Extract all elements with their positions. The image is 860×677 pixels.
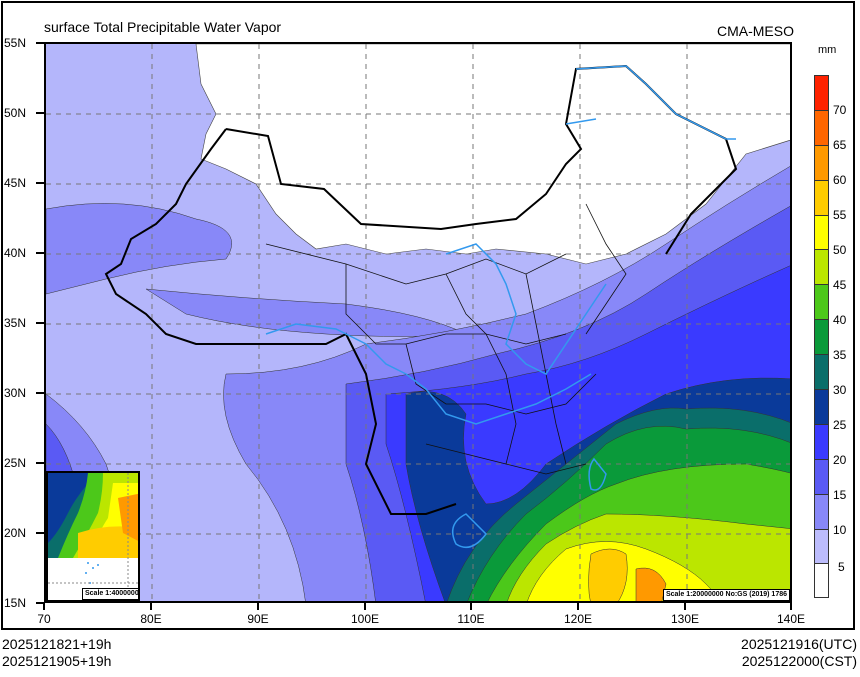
figure-frame xyxy=(1,1,855,630)
lat-label-50n: 50N xyxy=(4,106,27,120)
valid-time-cst: 2025122000(CST) xyxy=(741,653,857,669)
colorbar-swatch xyxy=(814,75,829,110)
colorbar-label-15: 15 xyxy=(833,488,847,502)
colorbar-label-25: 25 xyxy=(833,418,847,432)
lon-tick xyxy=(470,603,472,610)
precipitable-water-map: Scale 1:40000000 Scale 1:20000000 No:GS … xyxy=(44,42,792,603)
lat-tick xyxy=(36,252,44,254)
colorbar-swatch xyxy=(814,144,829,180)
colorbar-label-60: 60 xyxy=(833,173,847,187)
lat-label-35n: 35N xyxy=(4,316,27,330)
colorbar-label-30: 30 xyxy=(833,383,847,397)
map-scale-label: Scale 1:20000000 No:GS (2019) 1786 xyxy=(662,589,790,601)
south-china-sea-inset: Scale 1:40000000 xyxy=(46,471,140,601)
colorbar-label-50: 50 xyxy=(833,243,847,257)
map-title: surface Total Precipitable Water Vapor xyxy=(44,19,282,35)
lon-tick xyxy=(684,603,686,610)
colorbar-label-10: 10 xyxy=(833,523,847,537)
colorbar-label-35: 35 xyxy=(833,348,847,362)
lon-label-130e: 130E xyxy=(670,612,700,626)
colorbar-label-45: 45 xyxy=(833,278,847,292)
colorbar-unit: mm xyxy=(818,44,837,56)
colorbar-swatch xyxy=(814,423,829,459)
valid-time-utc: 2025121916(UTC) xyxy=(741,636,857,652)
lon-label-80e: 80E xyxy=(140,612,162,626)
lat-tick xyxy=(36,532,44,534)
lon-label-140e: 140E xyxy=(776,612,806,626)
lon-tick xyxy=(43,603,45,610)
lon-tick xyxy=(577,603,579,610)
lat-tick xyxy=(36,182,44,184)
colorbar-label-40: 40 xyxy=(833,313,847,327)
map-fill xyxy=(46,44,790,601)
lon-label-70: 70 xyxy=(37,612,51,626)
colorbar-label-5: 5 xyxy=(838,560,845,574)
lon-tick xyxy=(790,603,792,610)
lon-tick xyxy=(364,603,366,610)
lat-label-20n: 20N xyxy=(4,526,27,540)
colorbar xyxy=(814,75,829,599)
colorbar-swatch xyxy=(814,249,829,285)
colorbar-swatch xyxy=(814,493,829,529)
inset-scale-label: Scale 1:40000000 xyxy=(82,588,138,600)
colorbar-label-20: 20 xyxy=(833,453,847,467)
lon-label-110e: 110E xyxy=(457,612,485,626)
lat-label-15n: 15N xyxy=(4,596,27,610)
colorbar-label-65: 65 xyxy=(833,138,847,152)
lat-label-40n: 40N xyxy=(4,246,27,260)
colorbar-swatch xyxy=(814,563,829,599)
colorbar-swatch xyxy=(814,354,829,390)
model-name: CMA-MESO xyxy=(717,23,794,39)
colorbar-swatch xyxy=(814,179,829,215)
lat-tick xyxy=(36,602,44,604)
lat-label-30n: 30N xyxy=(4,386,27,400)
lon-tick xyxy=(150,603,152,610)
colorbar-swatch xyxy=(814,284,829,320)
init-time-cst: 2025121905+19h xyxy=(2,653,112,669)
colorbar-swatch xyxy=(814,319,829,355)
colorbar-label-55: 55 xyxy=(833,208,847,222)
colorbar-swatch xyxy=(814,109,829,145)
colorbar-swatch xyxy=(814,389,829,424)
lon-label-100e: 100E xyxy=(350,612,380,626)
colorbar-swatch xyxy=(814,458,829,494)
lat-tick xyxy=(36,462,44,464)
colorbar-label-70: 70 xyxy=(833,103,847,117)
lat-label-55n: 55N xyxy=(4,36,27,50)
lat-label-25n: 25N xyxy=(4,456,27,470)
lon-label-120e: 120E xyxy=(563,612,593,626)
lat-tick xyxy=(36,42,44,44)
lon-tick xyxy=(257,603,259,610)
colorbar-swatch xyxy=(814,528,829,564)
lat-tick xyxy=(36,322,44,324)
init-time-utc: 2025121821+19h xyxy=(2,636,112,652)
lat-tick xyxy=(36,112,44,114)
lat-tick xyxy=(36,392,44,394)
colorbar-swatch xyxy=(814,214,829,250)
lon-label-90e: 90E xyxy=(247,612,269,626)
lat-label-45n: 45N xyxy=(4,176,27,190)
